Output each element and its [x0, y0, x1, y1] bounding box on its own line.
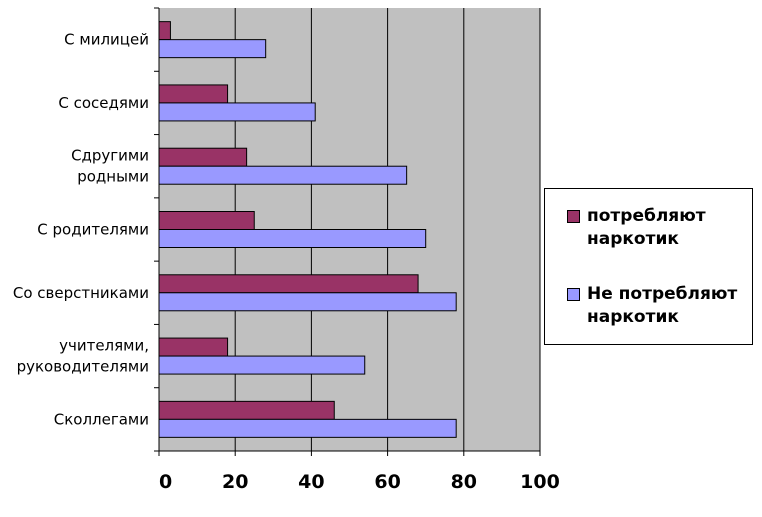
x-tick-label-100: 100	[520, 471, 560, 493]
bar-non-users-6	[158, 418, 457, 438]
legend-label-users-line1: потребляют	[587, 206, 706, 226]
category-label-2-line2: родными	[77, 168, 149, 186]
x-tick-label-0: 0	[159, 471, 172, 493]
bar-non-users-3	[158, 229, 427, 248]
bar-non-users-0	[158, 39, 267, 59]
category-label-5-line2: руководителями	[17, 358, 149, 376]
x-tick-label-40: 40	[298, 471, 324, 493]
legend-label-users-line2: наркотик	[587, 229, 679, 249]
legend-swatch-users	[567, 210, 580, 223]
category-label-3: С родителями	[37, 221, 149, 239]
bar-users-5	[158, 337, 229, 357]
bar-non-users-2	[158, 165, 408, 185]
bar-non-users-1	[158, 102, 316, 122]
category-label-0: С милицей	[64, 31, 149, 49]
category-label-2-line1: Сдругими	[71, 147, 149, 165]
legend-label-users: потребляют наркотик	[587, 205, 752, 251]
category-label-1: С соседями	[58, 94, 149, 112]
bar-users-3	[158, 211, 255, 230]
axes	[154, 7, 541, 456]
x-tick-label-20: 20	[222, 471, 248, 493]
bar-users-0	[158, 21, 171, 41]
legend-swatch-non-users	[567, 288, 580, 301]
x-tick-label-80: 80	[451, 471, 477, 493]
category-labels: С милицей С соседями Сдругими родными С роди…	[13, 31, 149, 429]
category-label-6: Сколлегами	[54, 410, 149, 428]
bar-users-2	[158, 147, 248, 167]
bar-users-6	[158, 400, 335, 420]
category-label-5-line1: учителями,	[59, 337, 149, 355]
tick-labels: 0 20 40 60 80 100	[159, 471, 560, 493]
legend-item-non-users: Не потребляют наркотик	[567, 283, 752, 329]
bar-users-4	[158, 274, 419, 294]
legend-label-non-users-line1: Не потребляют	[587, 284, 738, 304]
legend-label-non-users: Не потребляют наркотик	[587, 283, 752, 329]
legend-label-non-users-line2: наркотик	[587, 307, 679, 327]
legend: потребляют наркотик Не потребляют наркот…	[544, 188, 753, 345]
bar-users-1	[158, 84, 229, 104]
bar-non-users-5	[158, 355, 366, 375]
legend-item-users: потребляют наркотик	[567, 205, 752, 251]
bar-non-users-4	[158, 292, 457, 312]
bars	[158, 21, 457, 438]
x-tick-label-60: 60	[374, 471, 400, 493]
category-label-4: Со сверстниками	[13, 284, 149, 302]
